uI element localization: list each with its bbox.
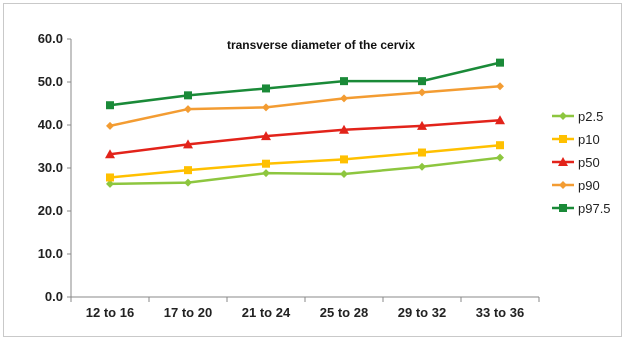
series-p90 <box>106 82 504 130</box>
data-point <box>418 88 426 97</box>
data-point <box>418 162 426 171</box>
x-tick-label: 29 to 32 <box>398 305 446 320</box>
chart-title: transverse diameter of the cervix <box>227 38 415 52</box>
data-point <box>496 153 504 162</box>
data-point <box>262 159 270 168</box>
y-tick-label: 10.0 <box>38 246 63 261</box>
data-point <box>106 121 114 130</box>
x-tick-label: 33 to 36 <box>476 305 524 320</box>
x-tick-label: 25 to 28 <box>320 305 368 320</box>
chart-frame: transverse diameter of the cervix 0.0 10.… <box>3 3 622 337</box>
data-point <box>418 77 426 86</box>
data-point <box>184 166 192 175</box>
data-point <box>495 115 505 125</box>
legend-label: p90 <box>578 178 600 193</box>
legend-label: p10 <box>578 132 600 147</box>
data-point <box>184 178 192 187</box>
x-tick-label: 17 to 20 <box>164 305 212 320</box>
series-line <box>109 119 501 156</box>
data-point <box>262 103 270 112</box>
data-point <box>262 84 270 93</box>
legend-item: p2.5 <box>552 109 603 124</box>
line-chart: transverse diameter of the cervix 0.0 10.… <box>38 31 611 320</box>
series-line <box>109 85 501 128</box>
data-point <box>496 58 504 67</box>
data-point <box>417 120 427 130</box>
data-point <box>262 169 270 178</box>
legend-swatch-marker <box>559 112 567 120</box>
data-point <box>496 82 504 91</box>
y-tick-label: 40.0 <box>38 117 63 132</box>
legend-swatch-marker <box>559 204 567 212</box>
legend-item: p50 <box>552 155 600 170</box>
legend-item: p90 <box>552 178 600 193</box>
data-point <box>496 141 504 150</box>
legend-swatch-marker <box>559 135 567 143</box>
series-p2.5 <box>106 153 504 188</box>
data-point <box>106 101 114 110</box>
data-point <box>340 77 348 86</box>
series-p50 <box>105 115 505 159</box>
series-line <box>109 156 501 186</box>
y-tick-label: 20.0 <box>38 203 63 218</box>
y-tick-label: 60.0 <box>38 31 63 46</box>
y-tick-label: 50.0 <box>38 74 63 89</box>
series-group <box>105 58 505 188</box>
legend-swatch-marker <box>558 157 568 166</box>
legend-label: p2.5 <box>578 109 603 124</box>
y-tick-label: 30.0 <box>38 160 63 175</box>
data-point <box>106 179 114 188</box>
legend-swatch-marker <box>559 181 567 189</box>
data-point <box>340 155 348 164</box>
data-point <box>184 91 192 100</box>
legend-item: p10 <box>552 132 600 147</box>
legend-label: p50 <box>578 155 600 170</box>
legend-item: p97.5 <box>552 201 611 216</box>
series-p97.5 <box>106 58 504 110</box>
x-tick-label: 21 to 24 <box>242 305 291 320</box>
data-point <box>106 173 114 182</box>
x-tick-label: 12 to 16 <box>86 305 134 320</box>
series-line <box>109 143 501 179</box>
series-p10 <box>106 141 504 182</box>
data-point <box>184 105 192 114</box>
data-point <box>105 149 115 159</box>
data-point <box>340 94 348 103</box>
data-point <box>418 148 426 157</box>
data-point <box>340 170 348 179</box>
legend-label: p97.5 <box>578 201 611 216</box>
legend: p2.5 p10 p50 p90 p97.5 <box>552 109 611 216</box>
data-point <box>183 139 193 149</box>
data-point <box>261 131 271 141</box>
y-tick-label: 0.0 <box>45 289 63 304</box>
y-axis-ticks: 0.0 10.0 20.0 30.0 40.0 50.0 60.0 <box>38 31 71 304</box>
data-point <box>339 124 349 134</box>
x-axis-ticks: 12 to 16 17 to 20 21 to 24 25 to 28 29 to 32… <box>70 297 540 320</box>
series-line <box>109 61 501 107</box>
